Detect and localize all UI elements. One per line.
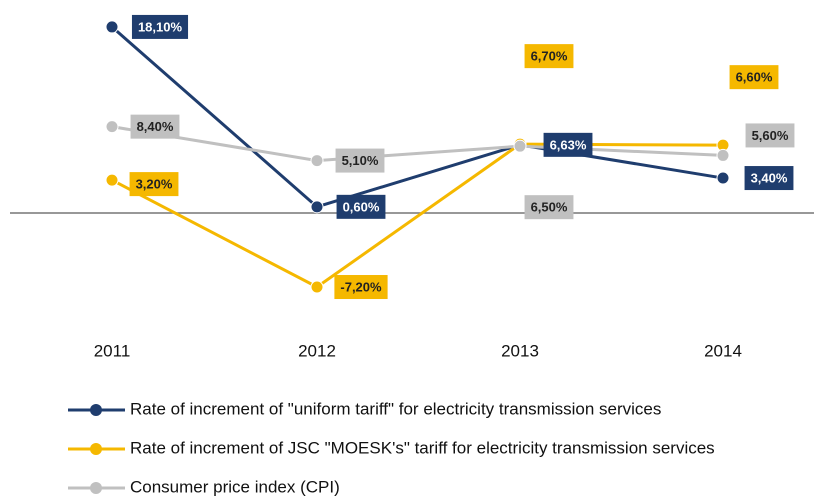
data-label: 5,10% bbox=[342, 153, 379, 168]
data-label: 6,63% bbox=[550, 137, 587, 152]
data-label-box bbox=[336, 194, 386, 219]
data-label: 6,70% bbox=[531, 49, 568, 64]
x-tick-label: 2013 bbox=[501, 341, 539, 360]
data-label: -7,20% bbox=[340, 279, 382, 294]
legend-marker bbox=[90, 482, 102, 494]
x-tick-label: 2012 bbox=[298, 341, 336, 360]
data-point bbox=[310, 280, 324, 294]
legend-label: Rate of increment of JSC "MOESK's" tarif… bbox=[130, 438, 715, 457]
data-label: 18,10% bbox=[138, 19, 183, 34]
data-label-box bbox=[524, 44, 574, 69]
data-label: 5,60% bbox=[752, 128, 789, 143]
data-point bbox=[105, 20, 119, 34]
data-label-box bbox=[745, 123, 795, 148]
legend-marker bbox=[90, 443, 102, 455]
data-point bbox=[716, 171, 730, 185]
data-label-box bbox=[130, 114, 180, 139]
data-label-box bbox=[729, 65, 779, 90]
data-label-box bbox=[131, 14, 189, 39]
series-line bbox=[111, 125, 724, 163]
data-label: 6,50% bbox=[531, 200, 568, 215]
data-label-box bbox=[334, 275, 388, 300]
data-point bbox=[105, 120, 119, 134]
series-line bbox=[111, 25, 724, 209]
x-tick-label: 2014 bbox=[704, 341, 742, 360]
data-label-box bbox=[744, 166, 794, 191]
data-point bbox=[105, 173, 119, 187]
legend-label: Consumer price index (CPI) bbox=[130, 477, 340, 496]
data-point bbox=[310, 154, 324, 168]
data-point bbox=[716, 148, 730, 162]
data-label-box bbox=[129, 172, 179, 197]
series-line bbox=[111, 142, 724, 289]
data-label: 3,40% bbox=[751, 170, 788, 185]
data-label-box bbox=[335, 148, 385, 173]
data-label-box bbox=[543, 132, 593, 157]
data-label: 3,20% bbox=[136, 177, 173, 192]
data-point bbox=[310, 200, 324, 214]
data-label: 8,40% bbox=[137, 119, 174, 134]
x-tick-label: 2011 bbox=[94, 341, 131, 360]
data-point bbox=[513, 139, 527, 153]
data-label: 6,60% bbox=[736, 70, 773, 85]
data-label: 0,60% bbox=[343, 199, 380, 214]
legend-label: Rate of increment of "uniform tariff" fo… bbox=[130, 399, 661, 418]
data-label-box bbox=[524, 195, 574, 220]
legend-marker bbox=[90, 404, 102, 416]
